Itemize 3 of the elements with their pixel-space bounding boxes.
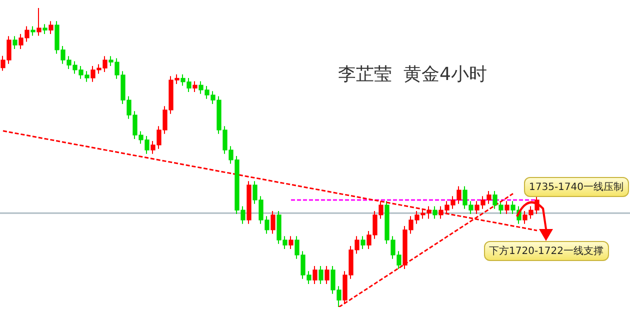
annotation: 下方1720-1722一线支撑: [484, 241, 609, 261]
annotation: 1735-1740一线压制: [524, 177, 629, 197]
text: 李芷莹 黄金4小时: [338, 63, 487, 86]
